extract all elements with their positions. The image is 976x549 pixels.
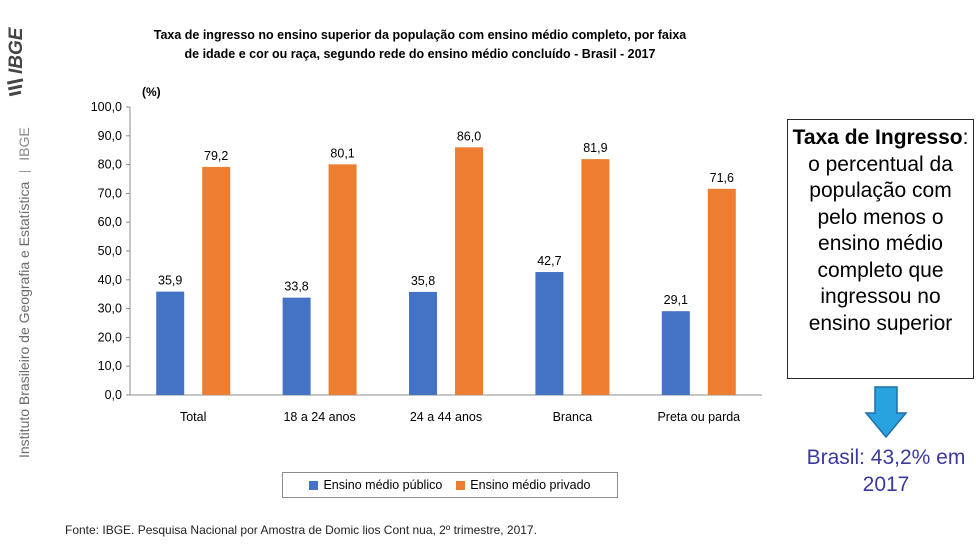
national-rate-result: Brasil: 43,2% em 2017 bbox=[806, 446, 966, 496]
definition-text: : o percentual da população com pelo men… bbox=[808, 126, 969, 335]
x-tick-label: Branca bbox=[553, 410, 593, 424]
bar-value-label: 79,2 bbox=[204, 149, 228, 163]
source-note: Fonte: IBGE. Pesquisa Nacional por Amost… bbox=[65, 523, 537, 537]
bar-private bbox=[707, 188, 736, 395]
y-tick-label: 0,0 bbox=[105, 388, 122, 402]
down-arrow-icon bbox=[864, 386, 908, 438]
y-tick-label: 90,0 bbox=[98, 129, 122, 143]
bar-value-label: 29,1 bbox=[664, 293, 688, 307]
bar-value-label: 86,0 bbox=[457, 129, 481, 143]
bar-public bbox=[409, 291, 437, 395]
bar-value-label: 33,8 bbox=[284, 280, 308, 294]
legend-swatch-public bbox=[309, 480, 319, 490]
x-tick-label: Total bbox=[180, 410, 206, 424]
chart-title: Taxa de ingresso no ensino superior da p… bbox=[120, 26, 720, 64]
logo-text: IBGE bbox=[6, 26, 25, 74]
bar-private bbox=[581, 159, 610, 395]
chart-data-labels: 35,9 79,2 33,8 80,1 35,8 86,0 42,7 81,9 29,1 71,6 bbox=[158, 129, 734, 307]
chart-title-line-2: de idade e cor ou raça, segundo rede do … bbox=[184, 47, 656, 61]
legend-item-private: Ensino médio privado bbox=[456, 478, 591, 492]
chart-legend: Ensino médio público Ensino médio privad… bbox=[282, 472, 618, 498]
y-tick-label: 10,0 bbox=[98, 359, 122, 373]
bar-value-label: 71,6 bbox=[710, 171, 734, 185]
y-tick-label: 80,0 bbox=[98, 158, 122, 172]
y-tick-label: 70,0 bbox=[98, 186, 122, 200]
x-tick-label: 24 a 44 anos bbox=[410, 410, 482, 424]
definition-box: Taxa de Ingresso: o percentual da popula… bbox=[787, 119, 974, 379]
bar-value-label: 81,9 bbox=[583, 141, 607, 155]
legend-label-private: Ensino médio privado bbox=[470, 478, 591, 492]
y-axis-unit-label: (%) bbox=[142, 85, 161, 99]
x-tick-label: 18 a 24 anos bbox=[283, 410, 355, 424]
y-tick-label: 100,0 bbox=[91, 100, 122, 114]
legend-label-public: Ensino médio público bbox=[323, 478, 443, 492]
definition-term: Taxa de Ingresso bbox=[792, 126, 963, 149]
ibge-logo-icon: IBGE bbox=[6, 26, 25, 97]
chart-bars bbox=[156, 147, 736, 395]
y-tick-label: 30,0 bbox=[98, 302, 122, 316]
bar-value-label: 35,9 bbox=[158, 274, 182, 288]
y-tick-label: 60,0 bbox=[98, 215, 122, 229]
bar-public bbox=[282, 297, 311, 395]
chart-title-line-1: Taxa de ingresso no ensino superior da p… bbox=[153, 28, 687, 42]
bar-value-label: 42,7 bbox=[537, 254, 561, 268]
brand-sidebar: IBGE Instituto Brasileiro de Geografia e… bbox=[0, 0, 32, 549]
bar-public bbox=[535, 272, 564, 395]
chart-axes: 0,0 10,0 20,0 30,0 40,0 50,0 60,0 70,0 80,0 90,0 1… bbox=[91, 100, 762, 424]
bar-private bbox=[455, 147, 483, 395]
y-tick-label: 20,0 bbox=[98, 330, 122, 344]
x-tick-label: Preta ou parda bbox=[657, 410, 740, 424]
bar-value-label: 80,1 bbox=[330, 146, 354, 160]
bar-private bbox=[328, 164, 357, 395]
bar-value-label: 35,8 bbox=[411, 274, 435, 288]
bar-public bbox=[156, 291, 185, 395]
legend-swatch-private bbox=[456, 480, 466, 490]
legend-item-public: Ensino médio público bbox=[309, 478, 442, 492]
y-tick-label: 50,0 bbox=[98, 244, 122, 258]
y-tick-label: 40,0 bbox=[98, 273, 122, 287]
bar-public bbox=[661, 311, 690, 395]
bar-private bbox=[202, 166, 231, 395]
